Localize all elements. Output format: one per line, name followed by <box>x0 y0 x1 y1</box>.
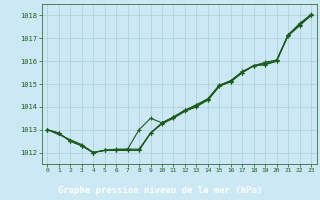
Text: Graphe pression niveau de la mer (hPa): Graphe pression niveau de la mer (hPa) <box>58 186 262 195</box>
